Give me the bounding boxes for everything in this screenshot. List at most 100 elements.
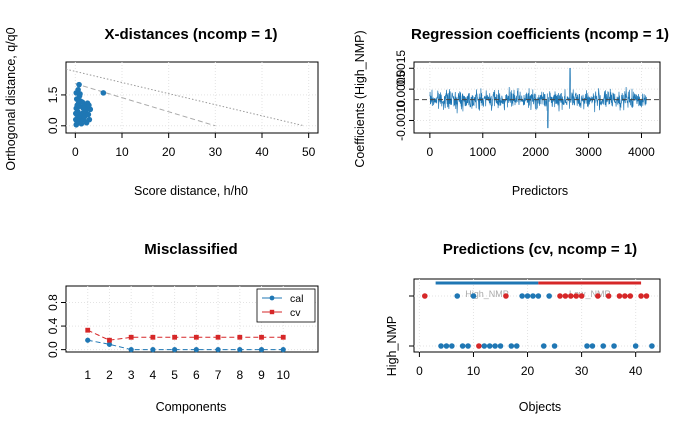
- prediction-point: [443, 343, 450, 349]
- data-point-cal: [193, 347, 199, 353]
- x-tick-label: 6: [193, 368, 200, 382]
- data-point-cal: [106, 341, 113, 347]
- data-point-cal: [280, 347, 286, 353]
- data-point-cv: [237, 334, 243, 340]
- prediction-point: [492, 343, 498, 349]
- data-point-cal: [237, 347, 243, 353]
- plot-frame: [413, 61, 661, 134]
- legend-label-cal: cal: [290, 293, 303, 305]
- prediction-point: [530, 293, 536, 299]
- prediction-point: [551, 343, 558, 349]
- x-tick-label: 40: [255, 145, 269, 159]
- data-point-cal: [85, 337, 91, 343]
- y-tick-label: -0.0010: [394, 100, 408, 141]
- x-tick-label: 8: [236, 368, 243, 382]
- y-tick-label: 0.0005: [394, 70, 408, 107]
- y-tick-label: 0.8: [46, 294, 60, 311]
- y-axis-label: Orthogonal distance, q/q0: [4, 27, 18, 170]
- prediction-point: [632, 343, 639, 349]
- x-axis-label: Predictors: [512, 184, 568, 198]
- prediction-point: [454, 293, 461, 299]
- data-point: [85, 111, 92, 118]
- x-tick-label: 2000: [522, 145, 549, 159]
- prediction-point: [459, 343, 466, 349]
- prediction-point: [508, 343, 515, 349]
- prediction-point: [557, 293, 563, 299]
- prediction-point: [605, 293, 612, 299]
- x-tick-label: 3: [128, 368, 135, 382]
- prediction-point: [470, 293, 477, 299]
- chart-title: Misclassified: [144, 241, 237, 258]
- prediction-point: [643, 293, 650, 299]
- x-tick-label: 3000: [575, 145, 602, 159]
- data-point: [80, 105, 87, 112]
- y-axis-label: Coefficients (High_NMP): [353, 30, 367, 167]
- prediction-point: [589, 343, 596, 349]
- x-tick-label: 30: [209, 145, 223, 159]
- prediction-point: [616, 293, 623, 299]
- class-label-low: Low_NMP: [569, 289, 611, 299]
- limit-line: [75, 83, 216, 127]
- x-tick-label: 1: [84, 368, 91, 382]
- x-tick-label: 4: [150, 368, 157, 382]
- prediction-point: [578, 293, 585, 299]
- prediction-point: [627, 293, 634, 299]
- plot-frame: [65, 285, 319, 353]
- data-point: [100, 90, 107, 96]
- legend-label-cv: cv: [290, 307, 301, 319]
- prediction-point: [465, 343, 471, 349]
- prediction-point: [438, 343, 444, 349]
- x-tick-label: 20: [521, 364, 535, 378]
- x-tick-label: 2: [106, 368, 113, 382]
- y-tick-label: 1.5: [46, 86, 60, 103]
- coefficient-line: [429, 67, 647, 129]
- prediction-point: [546, 293, 552, 299]
- series-line-cal: [87, 339, 284, 351]
- legend-marker-cv: [269, 309, 275, 315]
- plot-frame: [413, 278, 661, 353]
- prediction-point: [519, 293, 525, 299]
- prediction-point: [584, 343, 590, 349]
- prediction-point: [503, 293, 509, 299]
- data-point-cv: [107, 337, 112, 343]
- x-axis-label: Objects: [519, 400, 561, 414]
- data-point-cv: [280, 334, 286, 340]
- y-tick-label: 0.0: [46, 341, 60, 358]
- x-tick-label: 10: [467, 364, 481, 378]
- data-point: [83, 119, 90, 126]
- x-axis-label: Components: [156, 400, 227, 414]
- data-point: [86, 102, 92, 109]
- data-point-cv: [85, 327, 91, 333]
- class-label-high: High_NMP: [465, 289, 509, 299]
- prediction-point: [476, 343, 482, 349]
- x-tick-label: 7: [215, 368, 222, 382]
- y-tick-label: 0.0015: [394, 50, 408, 87]
- prediction-point: [573, 293, 579, 299]
- prediction-point: [567, 293, 574, 299]
- prediction-point: [611, 343, 617, 349]
- prediction-point: [513, 343, 520, 349]
- prediction-point: [422, 293, 428, 299]
- chart-title: Regression coefficients (ncomp = 1): [411, 26, 669, 43]
- x-tick-label: 0: [427, 145, 434, 159]
- x-tick-label: 9: [258, 368, 265, 382]
- data-point-cv: [215, 334, 221, 340]
- data-point: [76, 81, 82, 88]
- data-point-cal: [258, 347, 265, 353]
- prediction-point: [622, 293, 628, 299]
- data-point-cv: [128, 334, 134, 340]
- data-point-cv: [172, 334, 178, 340]
- y-axis-label: High_NMP: [385, 316, 399, 376]
- data-point-cv: [259, 334, 264, 340]
- data-point-cv: [150, 334, 156, 340]
- data-point-cal: [172, 347, 178, 353]
- prediction-point: [638, 293, 644, 299]
- x-tick-label: 1000: [469, 145, 496, 159]
- series-line-cv: [87, 329, 284, 341]
- legend-box: [256, 288, 316, 323]
- x-tick-label: 5: [171, 368, 178, 382]
- prediction-point: [535, 293, 542, 299]
- data-point-cal: [128, 347, 134, 353]
- data-point-cal: [150, 347, 156, 353]
